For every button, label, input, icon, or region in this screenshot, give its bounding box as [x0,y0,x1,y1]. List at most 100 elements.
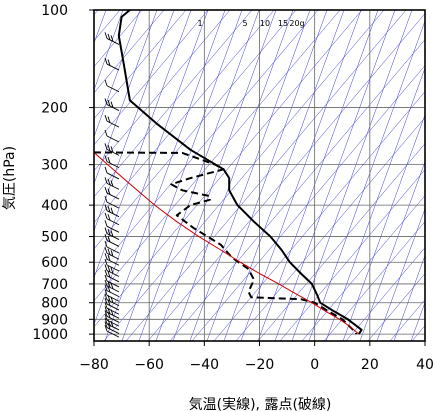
wind-barb-flag [104,177,108,184]
wind-barb-flag [107,188,111,195]
series-line-0 [117,10,363,335]
guide-line [240,10,362,341]
wind-barb-flag [110,250,114,257]
wind-barb-flag [104,129,108,137]
wind-barb [104,155,120,169]
series-line-2 [94,152,360,335]
wind-barb-staff [106,280,120,288]
wind-barb-flag [110,146,114,153]
wind-barb [104,32,120,45]
guide-line [169,39,425,341]
guide-line [94,10,165,94]
wind-barb-flag [107,235,111,243]
x-tick-label: 0 [310,357,319,373]
wind-barb [104,314,120,327]
x-axis-label: 気温(実線), 露点(破線) [189,397,332,412]
wind-barb-staff [106,330,120,338]
guide-line [125,10,407,341]
guide-line [308,20,425,341]
wind-barb [104,240,120,254]
guide-line [345,247,425,341]
wind-barb-staff [106,319,120,327]
wind-barb-flag [104,227,108,234]
wind-barb [104,321,120,334]
wind-barb-flag [107,214,111,221]
wind-barb-flag [107,285,111,293]
guide-line [94,10,141,138]
wind-barb-staff [106,120,120,128]
grid [94,10,425,341]
wind-barb [104,115,120,128]
wind-barb [104,302,120,315]
guide-line [94,10,158,185]
wind-barb-flag [104,98,108,105]
wind-barb [104,264,120,277]
guide-line [94,10,192,279]
wind-barb [104,274,120,288]
guide-line [342,114,425,341]
wind-barb-flag [110,282,114,290]
wind-barb-flag [104,293,108,300]
wind-barb-staff [106,192,120,200]
wind-barb-flag [107,116,111,123]
wind-barb-staff [106,275,120,283]
y-tick-label: 500 [41,230,68,246]
guide-line [191,65,425,341]
guide-line [94,10,187,120]
guide-line [279,169,425,341]
wind-barb-flag [104,253,108,260]
wind-barb-flag [104,279,108,287]
guide-line [223,10,345,341]
wind-barb-flag [107,33,111,41]
guide-line [94,10,297,250]
wind-barb [104,186,120,200]
wind-barb-staff [106,135,120,143]
wind-barb [104,79,120,93]
x-tick-label: −80 [79,357,109,373]
guide-line [301,195,425,341]
wind-barb [104,247,120,260]
wind-barb [104,177,120,190]
y-tick-label: 700 [41,277,68,293]
guide-line [393,254,425,341]
x-tick-label: 20 [361,357,379,373]
wind-barb-staff [106,161,120,169]
mixing-ratio-label: 5 [242,19,247,28]
wind-barb-staff [106,63,120,71]
wind-barb-flag [104,314,108,321]
guide-line [121,10,243,341]
guide-line [94,10,231,172]
mixing-ratio-label: 20g [289,19,304,28]
wind-barb-flag [104,321,108,328]
y-tick-label: 900 [41,312,68,328]
wind-barb-staff [106,264,120,272]
wind-barb-staff [106,327,120,334]
wind-barb [104,57,120,71]
wind-barb-staff [106,303,120,311]
guide-line [213,91,425,341]
wind-barbs [104,32,120,338]
wind-barb-staff [106,172,120,180]
wind-barb-flag [110,35,114,42]
wind-barb-flag [104,79,108,86]
guide-line [189,10,311,341]
wind-barb-flag [107,271,111,278]
wind-barb-flag [104,196,108,203]
wind-barb-flag [110,180,114,187]
wind-barb-flag [104,234,108,241]
wind-barb-flag [107,228,111,236]
guide-line [104,10,226,341]
wind-barb-flag [107,254,111,261]
wind-barb-staff [106,307,120,315]
guide-line [103,10,385,341]
guide-line [94,10,275,224]
wind-barb [104,269,120,283]
wind-barb [104,196,120,209]
guide-line [367,273,425,341]
wind-barb-flag [110,207,114,214]
y-tick-label: 100 [41,3,68,19]
x-tick-label: −40 [190,357,220,373]
y-tick-label: 200 [41,101,68,117]
